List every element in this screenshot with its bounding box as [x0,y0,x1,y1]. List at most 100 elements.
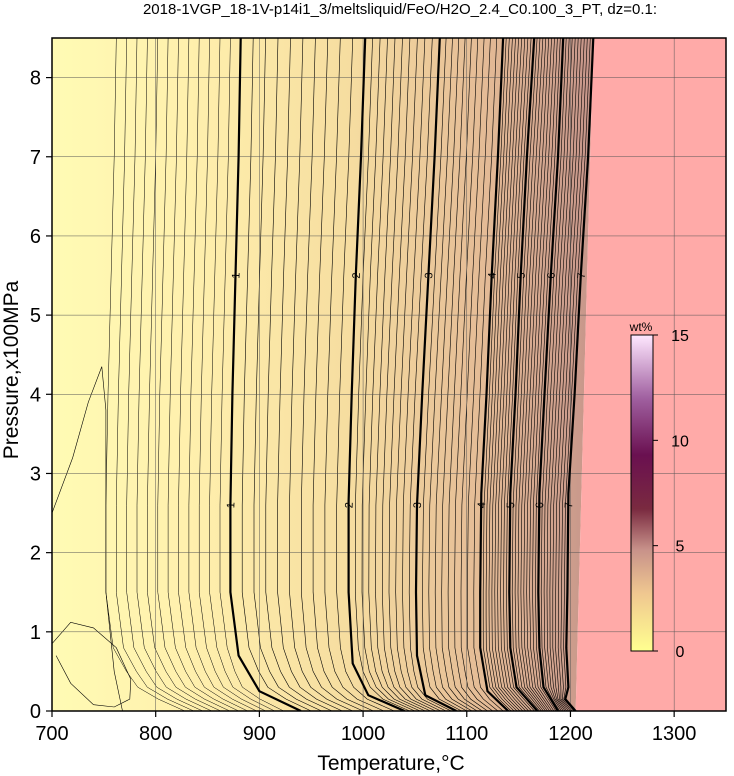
minor-contour-line [219,38,284,711]
minor-contour-line [434,38,473,711]
major-contour-3 [414,38,457,711]
minor-contour-line [157,38,230,711]
colorbar-unit: wt% [629,320,653,334]
x-tick-label: 1000 [341,723,386,745]
minor-contour-line [557,38,585,711]
minor-contour-line [506,38,535,711]
minor-contour-line [540,38,567,711]
colorbar: wt% 0 5 10 15 [629,320,689,661]
contour-label: 1 [225,502,237,509]
major-contour-7 [564,38,595,711]
minor-contour-line [520,38,547,711]
y-axis: 0 1 2 3 4 5 6 7 8 [30,68,52,723]
minor-contour-line [147,38,221,711]
minor-contour-line [354,38,410,711]
y-tick-label: 0 [30,701,41,723]
minor-contour-line [454,38,488,711]
minor-contour-line [241,38,312,711]
contour-label: 6 [534,502,546,509]
minor-contour-line [428,38,467,711]
grid-lines [52,38,726,711]
minor-contour-line [336,38,395,711]
minor-contour-line [375,38,426,711]
minor-contour-line [535,38,561,711]
minor-contour-line [167,38,239,711]
minor-contour-line [543,38,570,711]
contour-label: 7 [563,502,575,509]
contour-label: 1 [230,272,242,279]
contour-label: 3 [423,272,435,279]
minor-contour-line [441,38,478,711]
minor-contour-line [388,38,436,711]
x-tick-label: 800 [139,723,172,745]
x-tick-label: 1200 [548,723,593,745]
minor-contour-line [324,38,384,711]
minor-contour-line [460,38,493,711]
plot-frame [51,37,727,712]
minor-contour-line [511,38,540,711]
contour-label: 3 [412,502,424,509]
minor-contour-line [312,38,374,711]
minor-contour-line [555,38,582,711]
minor-contour-line [52,366,123,711]
minor-contour-line [473,38,504,711]
contour-label: 7 [576,272,588,279]
minor-contour-line [546,38,573,711]
x-tick-label: 1300 [652,723,697,745]
minor-contour-line [422,38,462,711]
contour-label: 4 [487,272,499,279]
minor-contour-line [368,38,421,711]
y-tick-label: 5 [30,305,41,327]
minor-contour-line [517,38,544,711]
minor-contour-line [482,38,512,711]
colorbar-tick-label: 5 [676,539,685,556]
plot-area: 1 1 2 2 3 3 4 4 5 5 6 6 7 7 [52,38,726,711]
x-axis: 700 800 900 1000 1100 1200 1300 [35,711,696,745]
minor-contour-line [361,38,416,711]
minor-contour-line [116,38,194,711]
contour-label: 4 [476,502,488,509]
colorbar-ticks: 0 5 10 15 [653,328,689,661]
minor-contour-line [136,38,212,711]
major-contour-5 [508,38,539,711]
minor-contour-line [488,38,518,711]
x-axis-title: Temperature,°C [317,752,464,775]
minor-contour-line [500,38,529,711]
major-contour-4 [479,38,509,711]
minor-contour-line [563,38,591,711]
y-tick-label: 4 [30,384,41,406]
minor-contour-line [301,38,364,711]
x-tick-label: 1100 [445,723,488,745]
minor-contour-line [494,38,524,711]
minor-contour-line [381,38,431,711]
y-tick-label: 3 [30,463,41,485]
minor-contour-line [188,38,257,711]
y-tick-label: 2 [30,543,41,565]
minor-contour-line [105,38,185,711]
minor-contour-line [209,38,275,711]
y-axis-title: Pressure,x100MPa [0,280,23,459]
colorbar-scale [630,334,654,652]
minor-contour-line [52,621,132,708]
minor-contours [241,38,591,711]
chart-title: 2018-1VGP_18-1V-p14i1_3/meltsliquid/FeO/… [143,1,657,18]
x-tick-label: 900 [243,723,276,745]
major-contours: 1 1 2 2 3 3 4 4 5 5 6 6 7 7 [225,38,595,711]
minor-contour-line [126,38,203,711]
major-contour-1 [229,38,302,711]
minor-contour-line [265,38,333,711]
minor-contour-line [526,38,552,711]
minor-contour-line [467,38,499,711]
minor-contour-line [408,38,452,711]
minor-contour-line [552,38,579,711]
y-tick-label: 8 [30,68,41,90]
minor-contour-line [529,38,555,711]
contour-label: 5 [505,502,517,509]
minor-contour-line [503,38,532,711]
minor-contour-line [289,38,353,711]
colorbar-tick-label: 0 [676,644,685,661]
minor-contour-line [277,38,343,711]
contour-label: 5 [516,272,528,279]
minor-contour-line [532,38,558,711]
